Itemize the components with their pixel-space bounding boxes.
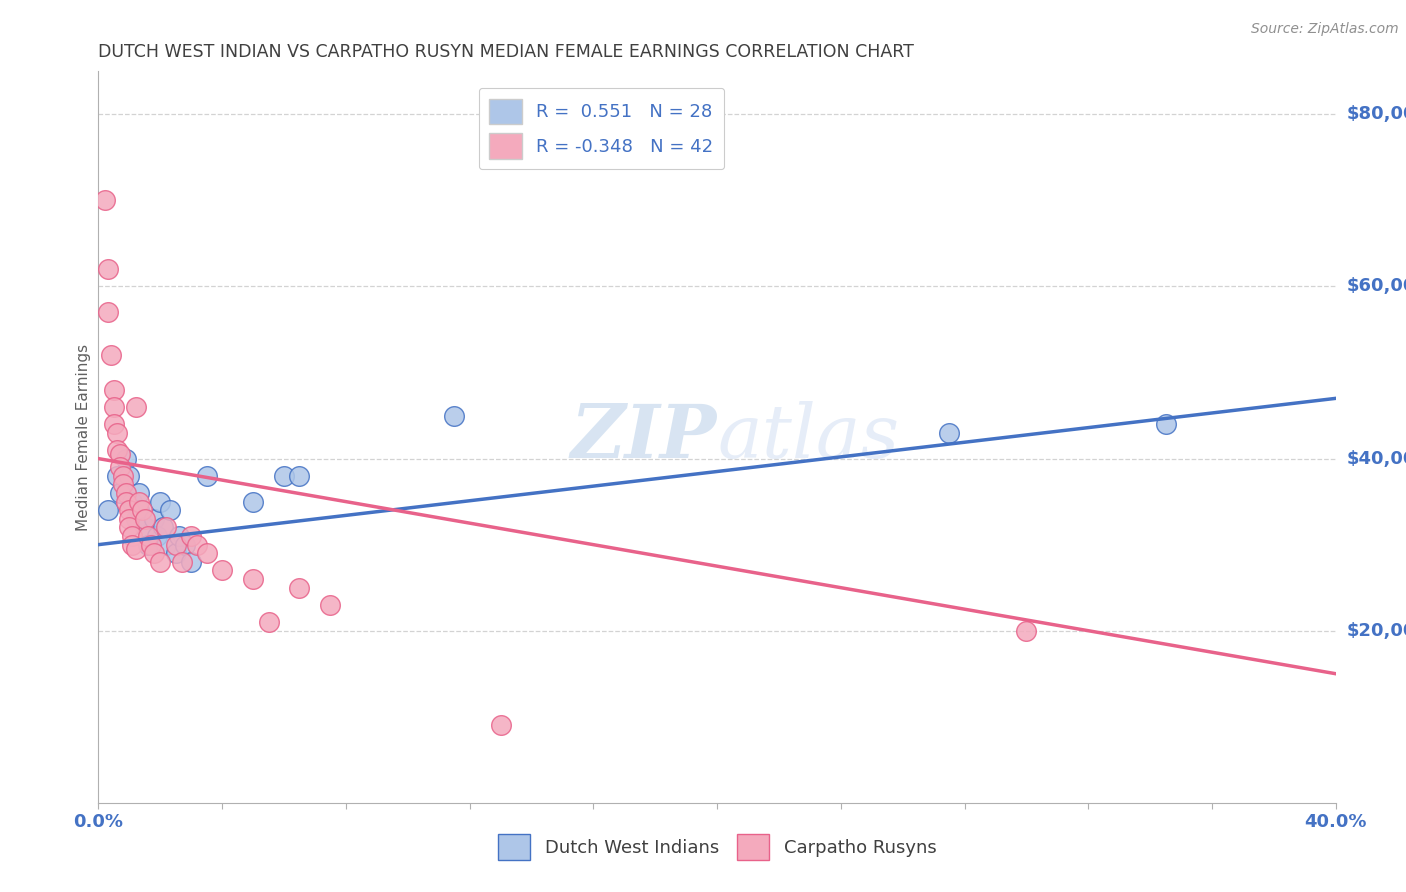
Point <box>319 598 342 612</box>
Point <box>100 348 122 362</box>
Point <box>242 572 264 586</box>
Point <box>103 417 125 432</box>
Point <box>143 512 166 526</box>
Point <box>146 529 169 543</box>
Point <box>288 581 311 595</box>
Point <box>242 494 264 508</box>
Text: atlas: atlas <box>717 401 900 474</box>
Point <box>180 555 202 569</box>
Text: $60,000: $60,000 <box>1347 277 1406 295</box>
Point <box>128 494 150 508</box>
Text: $40,000: $40,000 <box>1347 450 1406 467</box>
Point <box>97 262 120 277</box>
Legend: Dutch West Indians, Carpatho Rusyns: Dutch West Indians, Carpatho Rusyns <box>491 827 943 867</box>
Text: $20,000: $20,000 <box>1347 622 1406 640</box>
Point <box>118 468 141 483</box>
Point <box>124 541 146 556</box>
Point <box>121 494 143 508</box>
Point <box>155 538 177 552</box>
Point <box>134 520 156 534</box>
Point <box>128 486 150 500</box>
Text: DUTCH WEST INDIAN VS CARPATHO RUSYN MEDIAN FEMALE EARNINGS CORRELATION CHART: DUTCH WEST INDIAN VS CARPATHO RUSYN MEDI… <box>98 44 914 62</box>
Point <box>1154 417 1177 432</box>
Point <box>108 486 131 500</box>
Point <box>165 538 187 552</box>
Point <box>108 460 131 475</box>
Point <box>180 529 202 543</box>
Point <box>121 529 143 543</box>
Point <box>112 468 135 483</box>
Point <box>136 538 159 552</box>
Point <box>273 468 295 483</box>
Point <box>97 503 120 517</box>
Point <box>257 615 280 629</box>
Point <box>288 468 311 483</box>
Point <box>152 520 174 534</box>
Point <box>103 383 125 397</box>
Text: Source: ZipAtlas.com: Source: ZipAtlas.com <box>1251 22 1399 37</box>
Point <box>112 477 135 491</box>
Point <box>108 447 131 461</box>
Text: ZIP: ZIP <box>571 401 717 474</box>
Point <box>121 538 143 552</box>
Point <box>118 520 141 534</box>
Point <box>489 718 512 732</box>
Point <box>115 494 138 508</box>
Point <box>118 512 141 526</box>
Point <box>155 520 177 534</box>
Point <box>159 503 181 517</box>
Point <box>105 468 128 483</box>
Point <box>167 529 190 543</box>
Point <box>149 555 172 569</box>
Point <box>128 503 150 517</box>
Point <box>139 538 162 552</box>
Point <box>938 425 960 440</box>
Point <box>131 503 153 517</box>
Point <box>195 468 218 483</box>
Point <box>186 538 208 552</box>
Point <box>143 546 166 560</box>
Point <box>105 442 128 457</box>
Point <box>195 546 218 560</box>
Point <box>124 400 146 414</box>
Point <box>105 425 128 440</box>
Point <box>174 538 197 552</box>
Point <box>118 503 141 517</box>
Point <box>115 486 138 500</box>
Point <box>443 409 465 423</box>
Point <box>165 546 187 560</box>
Point <box>97 305 120 319</box>
Point <box>136 529 159 543</box>
Text: $80,000: $80,000 <box>1347 105 1406 123</box>
Point <box>115 451 138 466</box>
Point <box>1015 624 1038 638</box>
Point <box>170 555 193 569</box>
Y-axis label: Median Female Earnings: Median Female Earnings <box>76 343 91 531</box>
Point <box>211 564 233 578</box>
Point <box>103 400 125 414</box>
Point <box>134 512 156 526</box>
Point <box>149 494 172 508</box>
Point <box>93 194 115 208</box>
Point <box>124 512 146 526</box>
